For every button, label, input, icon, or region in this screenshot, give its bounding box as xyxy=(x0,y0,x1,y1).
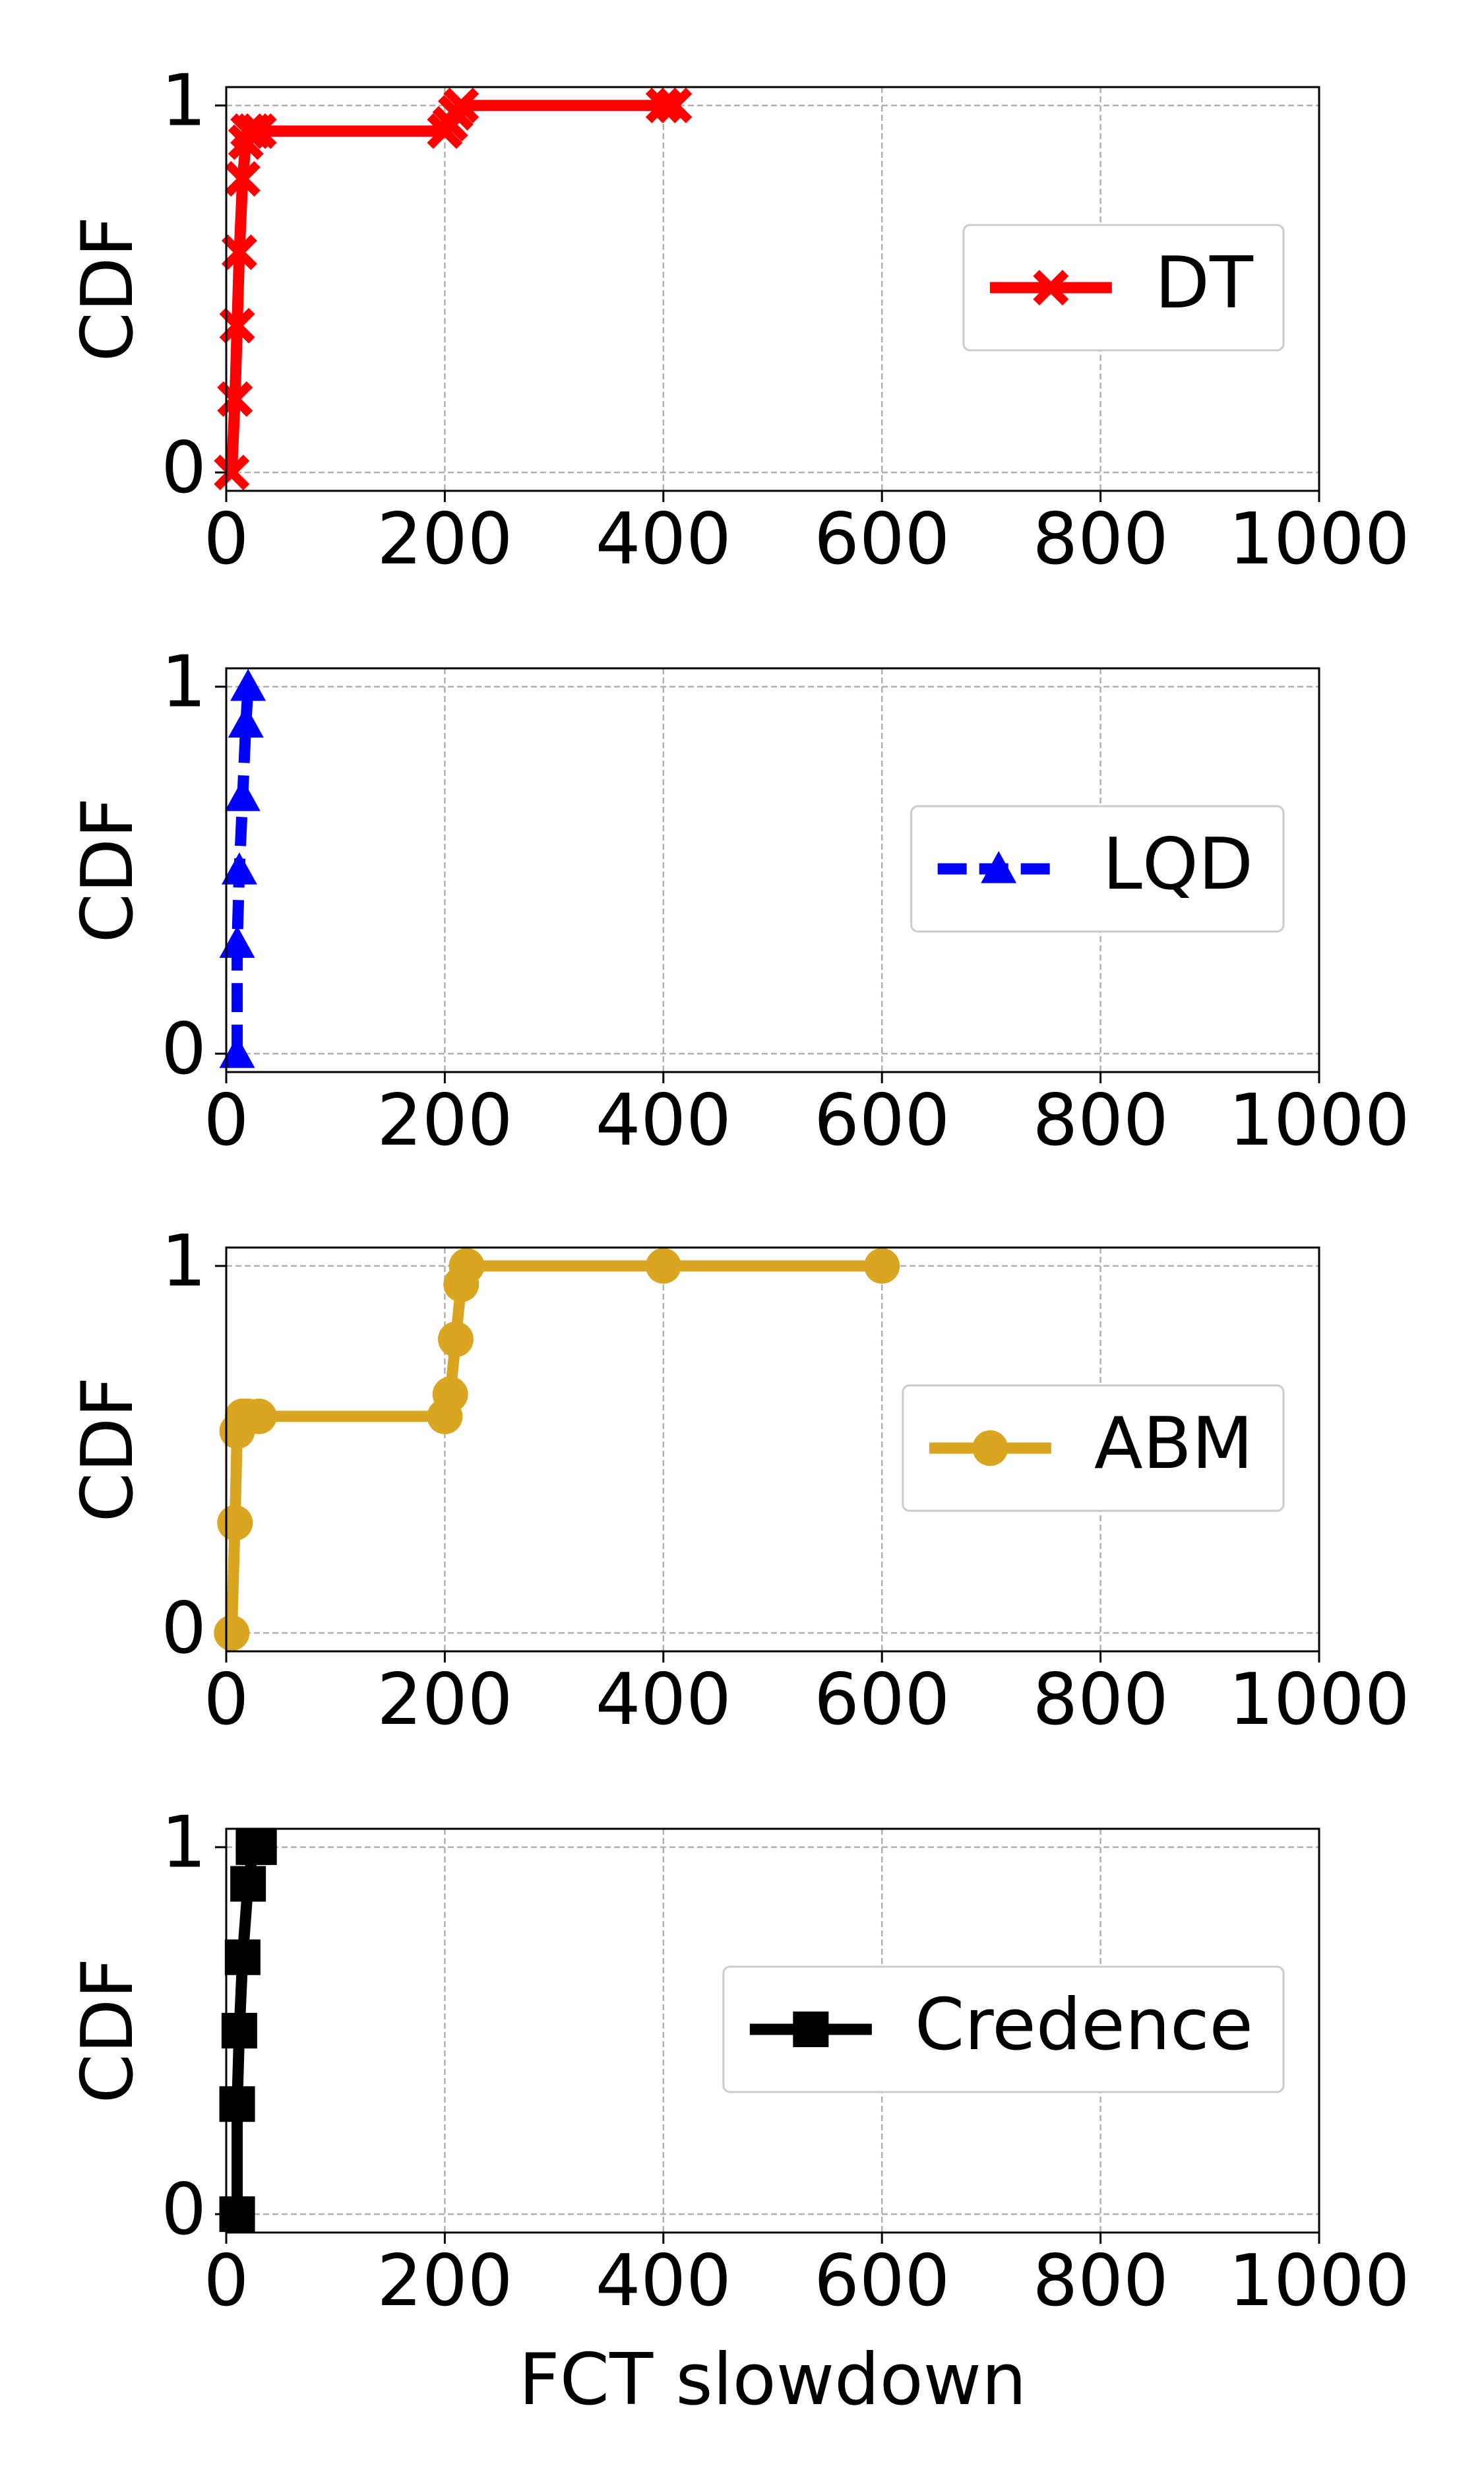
plot-frame xyxy=(225,1246,1320,1653)
x-tick-label: 800 xyxy=(1033,498,1169,581)
marker xyxy=(230,668,266,701)
marker xyxy=(241,113,277,149)
x-tick-label: 600 xyxy=(814,2240,950,2322)
marker xyxy=(219,307,255,344)
marker xyxy=(656,87,693,123)
x-tick-label: 0 xyxy=(204,1659,249,1741)
x-tick-label: 400 xyxy=(596,498,731,581)
marker xyxy=(217,1505,253,1541)
y-tick-label: 0 xyxy=(161,1587,206,1670)
x-tick-label: 600 xyxy=(814,1079,950,1162)
plot-frame xyxy=(225,667,1320,1073)
legend: LQD xyxy=(910,805,1285,933)
legend-box xyxy=(902,1384,1285,1512)
x-tick-label: 800 xyxy=(1033,2240,1169,2322)
legend-marker xyxy=(1033,270,1069,305)
marker xyxy=(219,2196,255,2233)
x-tick-label: 1000 xyxy=(1229,2240,1410,2322)
y-tick-label: 1 xyxy=(161,641,206,724)
y-tick-label: 0 xyxy=(161,2169,206,2251)
x-tick-label: 800 xyxy=(1033,1079,1169,1162)
x-tick-label: 0 xyxy=(204,498,249,581)
marker xyxy=(224,1939,261,1975)
marker xyxy=(214,455,250,491)
legend: DT xyxy=(962,224,1285,352)
x-axis-label: FCT slowdown xyxy=(519,2339,1027,2421)
x-tick-label: 200 xyxy=(377,1659,512,1741)
x-tick-label: 0 xyxy=(204,1079,249,1162)
y-axis-label: CDF xyxy=(67,216,149,362)
x-tick-label: 200 xyxy=(377,2240,512,2322)
legend-label: Credence xyxy=(915,1984,1253,2066)
legend-label: DT xyxy=(1155,242,1254,325)
marker xyxy=(448,1248,485,1284)
marker xyxy=(221,852,257,885)
marker xyxy=(645,1248,681,1284)
x-tick-label: 1000 xyxy=(1229,1659,1410,1741)
x-tick-label: 200 xyxy=(377,1079,512,1162)
legend-box xyxy=(722,1965,1285,2093)
y-tick-label: 1 xyxy=(161,1221,206,1303)
marker xyxy=(241,1829,277,1865)
series-line xyxy=(226,100,675,473)
x-tick-label: 400 xyxy=(596,2240,731,2322)
x-tick-label: 1000 xyxy=(1229,1079,1410,1162)
marker xyxy=(219,2086,255,2122)
legend-box xyxy=(962,224,1285,352)
y-tick-label: 1 xyxy=(161,60,206,143)
y-axis-label: CDF xyxy=(67,1958,149,2104)
marker xyxy=(230,1866,266,1902)
x-tick-label: 1000 xyxy=(1229,498,1410,581)
marker xyxy=(432,1376,468,1412)
marker xyxy=(241,1398,277,1434)
x-tick-label: 800 xyxy=(1033,1659,1169,1741)
legend-box xyxy=(910,805,1285,933)
marker xyxy=(224,778,261,811)
marker xyxy=(219,1036,255,1068)
x-tick-label: 400 xyxy=(596,1659,731,1741)
marker xyxy=(443,87,479,123)
x-tick-label: 600 xyxy=(814,498,950,581)
y-axis-label: CDF xyxy=(67,1377,149,1523)
y-tick-label: 0 xyxy=(161,1008,206,1091)
y-tick-label: 0 xyxy=(161,427,206,509)
marker xyxy=(864,1248,900,1284)
marker xyxy=(221,234,257,270)
marker xyxy=(437,1321,474,1358)
legend-label: ABM xyxy=(1094,1403,1253,1485)
series-line xyxy=(226,1260,882,1633)
y-tick-label: 1 xyxy=(161,1802,206,1884)
x-tick-label: 0 xyxy=(204,2240,249,2322)
marker xyxy=(219,926,255,958)
legend: ABM xyxy=(902,1384,1285,1512)
marker xyxy=(228,705,264,738)
plot-frame xyxy=(225,1827,1320,2234)
legend-marker xyxy=(972,1430,1008,1466)
legend: Credence xyxy=(722,1965,1285,2093)
y-axis-label: CDF xyxy=(67,798,149,943)
legend-marker xyxy=(981,851,1017,883)
marker xyxy=(645,87,681,123)
marker xyxy=(214,1615,250,1651)
x-tick-label: 600 xyxy=(814,1659,950,1741)
plot-frame xyxy=(225,86,1320,492)
marker xyxy=(224,161,261,197)
x-tick-label: 200 xyxy=(377,498,512,581)
marker xyxy=(221,2013,257,2048)
legend-label: LQD xyxy=(1103,823,1253,906)
legend-marker xyxy=(793,2012,829,2047)
x-tick-label: 400 xyxy=(596,1079,731,1162)
